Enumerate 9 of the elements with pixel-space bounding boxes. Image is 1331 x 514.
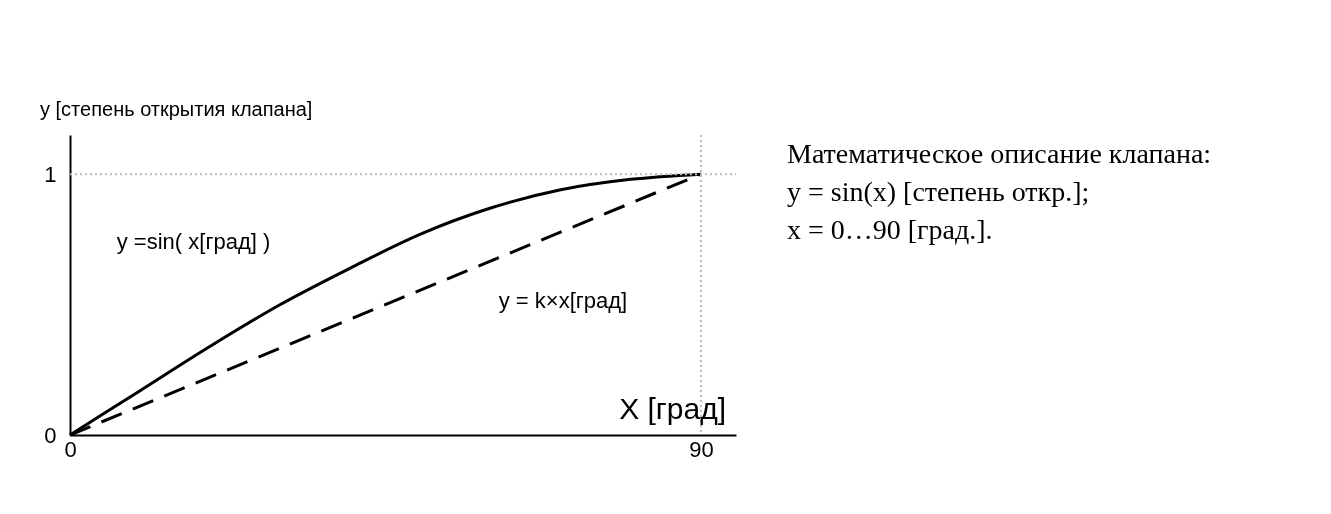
y-tick-label: 1 (44, 161, 57, 187)
text: y =sin( x[град] ) (116, 229, 271, 255)
text: y = sin(x) [степень откр.]; (787, 176, 1090, 207)
y-axis-title: y [степень открытия клапана] (40, 98, 313, 120)
x-tick-label: 90 (689, 436, 714, 462)
text: x = 0…90 [град.]. (787, 214, 993, 245)
series-label: y = k×x[град] (498, 288, 628, 314)
x-axis-title: X [град] (619, 392, 726, 425)
text: Математическое описание клапана: (787, 138, 1212, 169)
